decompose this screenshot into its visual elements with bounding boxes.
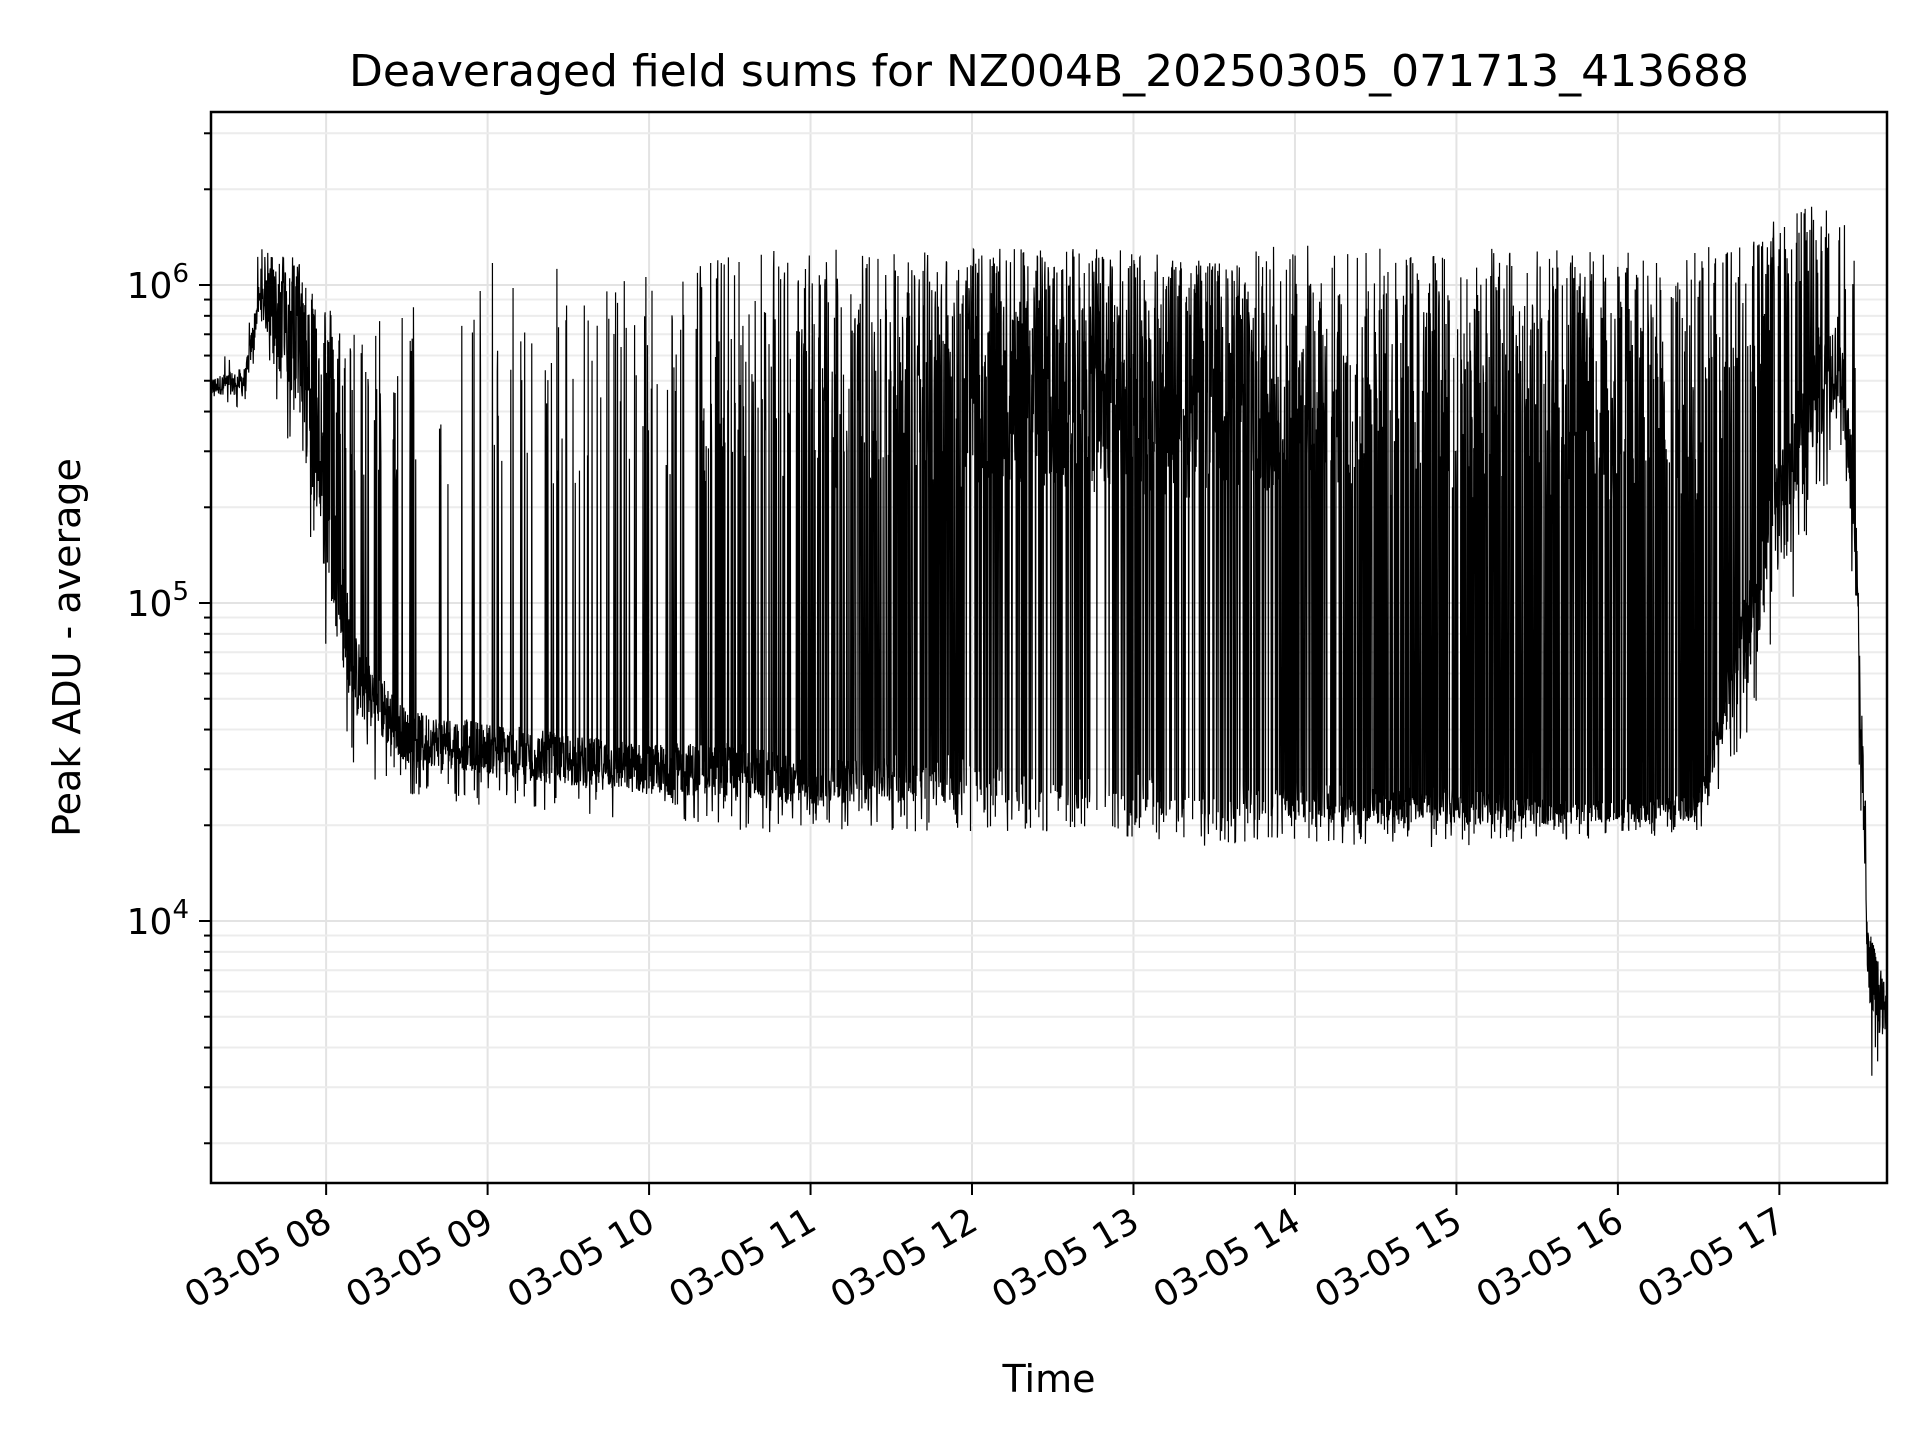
y-axis: 104 105 106 [127,132,211,1145]
series-line [210,206,1888,1076]
y-tick-label: 104 [127,895,189,943]
y-axis-label: Peak ADU - average [45,458,89,837]
axes-frame [209,110,1889,1185]
chart-title: Deaveraged field sums for NZ004B_2025030… [349,46,1749,97]
x-axis-label: Time [1002,1357,1096,1401]
y-tick-label: 106 [127,259,189,307]
series-polyline [210,206,1888,1076]
y-tick-label: 105 [127,577,189,625]
